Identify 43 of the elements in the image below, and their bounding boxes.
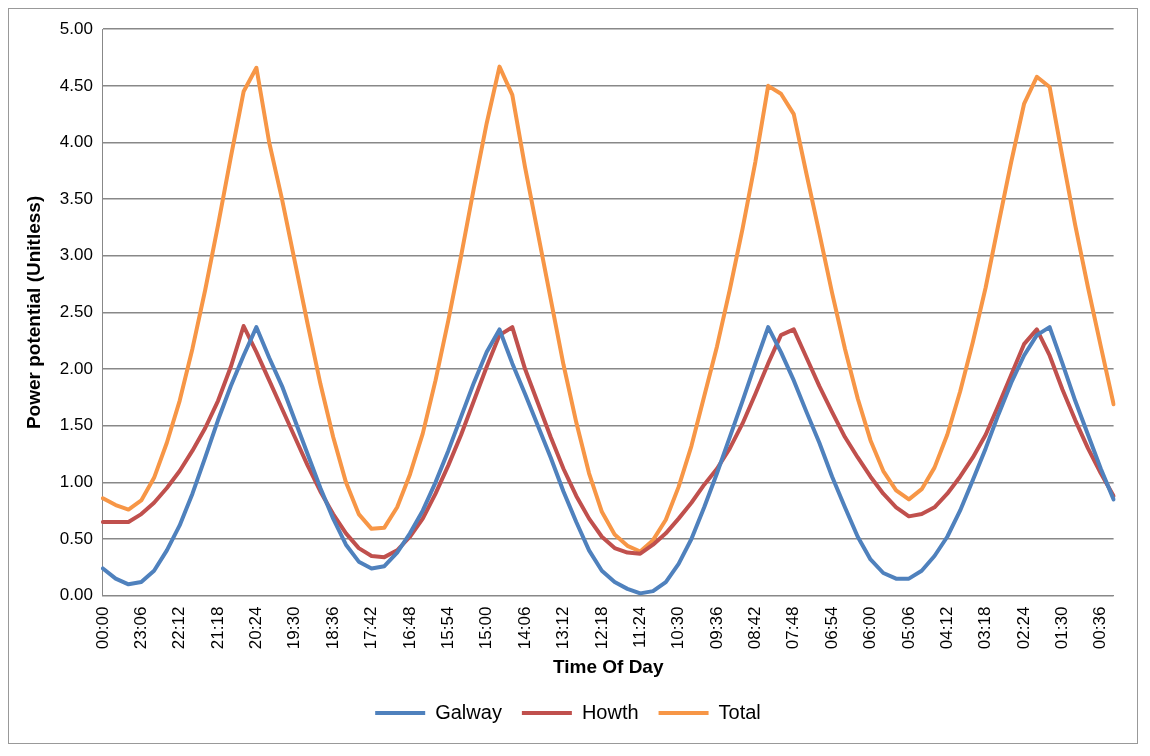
y-tick-label: 5.00 [59, 18, 93, 38]
y-tick-label: 4.00 [59, 132, 93, 152]
x-tick-label: 04:12 [936, 606, 956, 650]
x-axis-title: Time Of Day [552, 655, 664, 677]
y-tick-label: 4.50 [59, 75, 93, 95]
x-tick-label: 07:48 [783, 606, 803, 650]
x-tick-label: 08:42 [745, 606, 765, 650]
x-tick-label: 09:36 [706, 606, 726, 650]
x-tick-label: 17:42 [361, 606, 381, 650]
y-tick-label: 0.50 [59, 528, 93, 548]
legend-label: Howth [581, 700, 639, 723]
x-tick-label: 01:30 [1052, 606, 1072, 650]
y-tick-label: 3.50 [59, 188, 93, 208]
y-tick-label: 2.00 [59, 358, 93, 378]
x-tick-label: 15:54 [438, 606, 458, 650]
y-tick-label: 1.50 [59, 415, 93, 435]
y-tick-label: 1.00 [59, 472, 93, 492]
y-tick-label: 2.50 [59, 302, 93, 322]
x-tick-label: 06:00 [860, 606, 880, 650]
x-tick-label: 22:12 [169, 606, 189, 650]
y-tick-label: 3.00 [59, 245, 93, 265]
x-tick-label: 23:06 [130, 606, 150, 650]
y-axis-title: Power potential (Unitless) [22, 195, 44, 430]
x-tick-label: 05:06 [898, 606, 918, 650]
x-tick-label: 10:30 [668, 606, 688, 650]
legend-label: Total [718, 700, 761, 723]
x-tick-label: 06:54 [821, 606, 841, 650]
x-tick-label: 14:06 [514, 606, 534, 650]
x-tick-label: 15:00 [476, 606, 496, 650]
y-tick-label: 0.00 [59, 585, 93, 605]
x-tick-label: 00:00 [92, 606, 112, 650]
legend-label: Galway [435, 700, 502, 723]
x-tick-label: 16:48 [399, 606, 419, 650]
x-tick-label: 12:18 [591, 606, 611, 650]
x-tick-label: 03:18 [975, 606, 995, 650]
x-tick-label: 18:36 [322, 606, 342, 650]
x-tick-label: 19:30 [284, 606, 304, 650]
x-tick-label: 21:18 [207, 606, 227, 650]
x-tick-label: 00:36 [1090, 606, 1110, 650]
x-tick-label: 20:24 [246, 606, 266, 650]
x-tick-label: 13:12 [553, 606, 573, 650]
x-tick-label: 02:24 [1013, 606, 1033, 650]
x-tick-label: 11:24 [629, 606, 649, 648]
